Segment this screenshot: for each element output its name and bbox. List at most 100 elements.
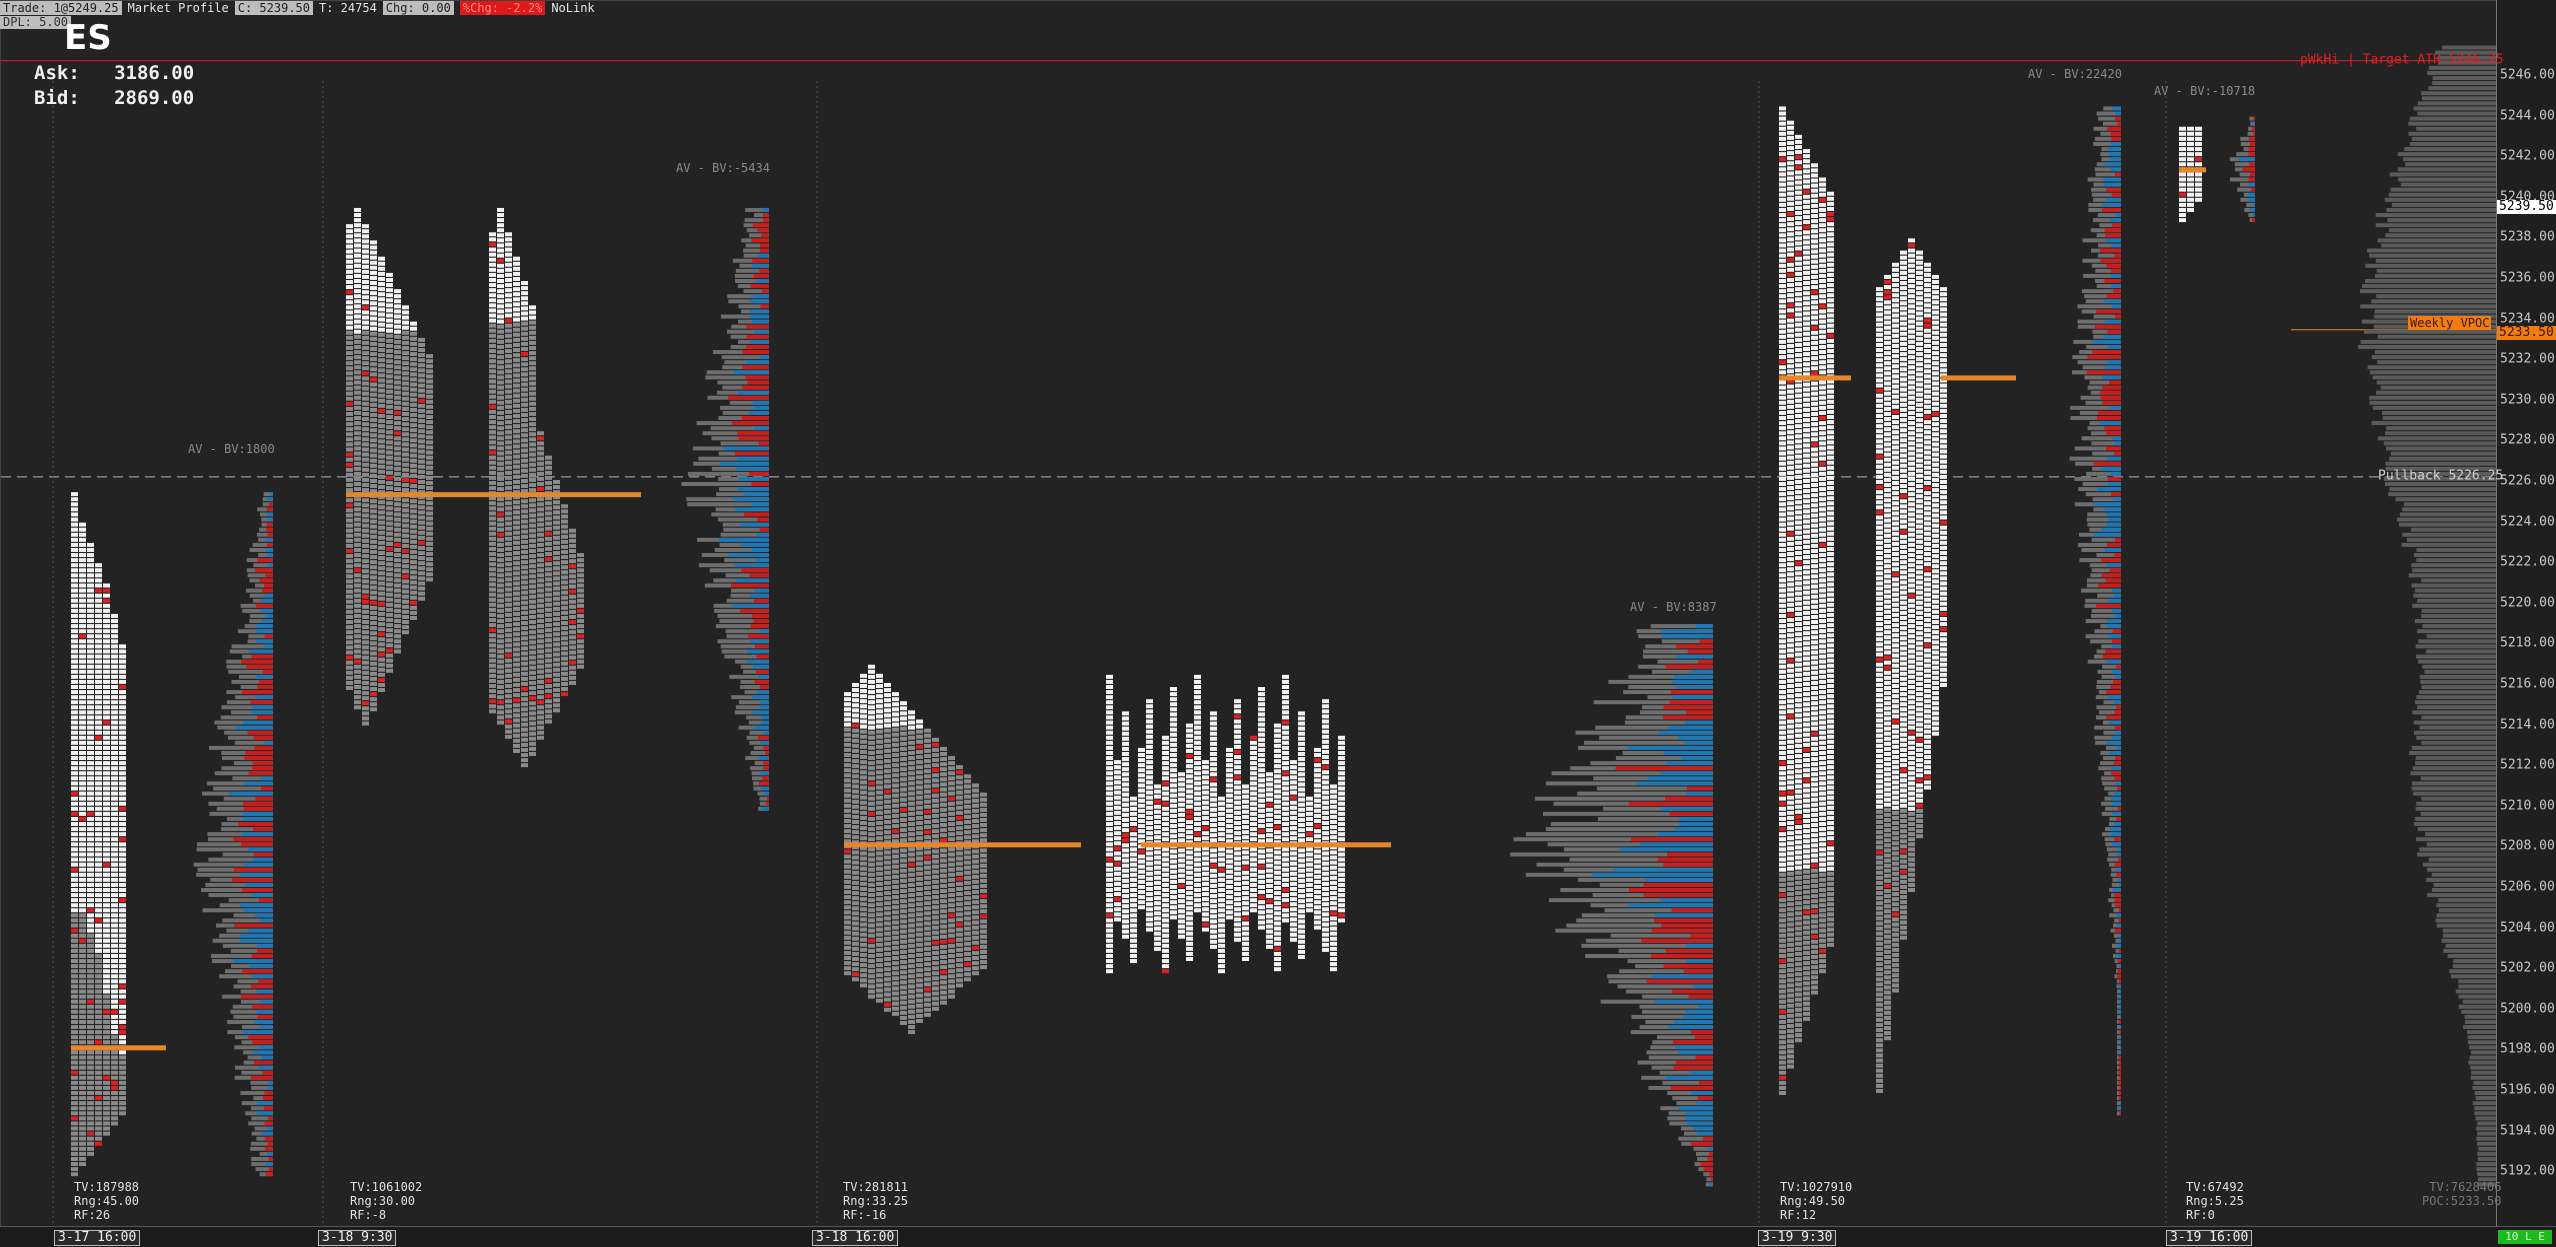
session1-tpo-block <box>87 604 94 608</box>
session2b-tpo-block <box>497 208 504 212</box>
session2b-tpo-block <box>505 268 512 272</box>
session1-tpo-block <box>79 792 86 796</box>
session2a-tpo-block <box>426 390 433 394</box>
session2a-tpo-block <box>362 539 369 543</box>
session3b-tpo-block <box>1242 937 1249 941</box>
session1-tpo-block <box>103 918 110 922</box>
session2b-tpo-block <box>513 718 520 722</box>
session2a-tpo-block <box>362 640 369 644</box>
session3a-tpo-block <box>924 866 931 870</box>
session2a-tpo-block <box>394 381 401 385</box>
session2a-tpo-block <box>362 442 369 446</box>
session3b-tpo-block <box>1298 808 1305 812</box>
session2a-tpo-block <box>354 335 361 339</box>
session3b-tpo-block <box>1106 741 1113 745</box>
session2a-tpo-block <box>426 440 433 444</box>
session3b-tpo-block <box>1130 934 1137 938</box>
session3b-tpo-block <box>1274 866 1281 870</box>
session2b-tpo-block <box>497 401 504 405</box>
session3a-tpo-block <box>884 693 891 697</box>
session3a-tpo-block <box>948 883 955 887</box>
session2b-tpo-block <box>537 548 544 552</box>
session3b-tpo-block <box>1274 896 1281 900</box>
session3b-tpo-block <box>1210 788 1217 792</box>
session3b-tpo-block <box>1170 743 1177 747</box>
session3a-tpo-block <box>892 915 899 919</box>
session3a-tpo-block <box>884 744 891 748</box>
session1-tpo-block <box>79 873 86 877</box>
session1-tpo-block <box>87 695 94 699</box>
session3b-tpo-block <box>1194 807 1201 811</box>
session3a-tpo-block <box>908 787 915 791</box>
session2b-tpo-block <box>529 661 536 665</box>
session2a-tpo-block <box>354 695 361 699</box>
session3b-tpo-block <box>1170 728 1177 732</box>
session2a-tpo-block <box>346 666 353 670</box>
session1-tpo-block <box>79 898 86 902</box>
session1-tpo-block <box>71 852 78 856</box>
session3b-tpo-block <box>1202 851 1209 855</box>
session1-delta-bar <box>266 538 273 542</box>
session2b-tpo-block <box>529 595 536 599</box>
session3b-tpo-block <box>1226 794 1233 798</box>
session3b-tpo-block <box>1290 923 1297 927</box>
session2b-tpo-block <box>569 661 576 665</box>
session1-delta-bar <box>260 578 273 582</box>
session2b-tpo-block <box>489 552 496 556</box>
session2b-tpo-block <box>513 734 520 738</box>
session3b-tpo-block <box>1282 726 1289 730</box>
session1-poc <box>71 1045 166 1050</box>
session2b-tpo-block <box>505 334 512 338</box>
session3b-tpo-block <box>1282 918 1289 922</box>
session1-tpo-block <box>71 721 78 725</box>
session2b-tpo-block <box>577 649 584 653</box>
session1-tpo-block <box>119 1071 126 1075</box>
session1-tpo-block <box>71 1167 78 1171</box>
session1-tpo-block <box>87 802 94 806</box>
session3b-tpo-block <box>1250 792 1257 796</box>
session3a-tpo-block <box>916 750 923 754</box>
session3a-tpo-block <box>908 908 915 912</box>
session3b-tpo-block <box>1258 814 1265 818</box>
session2a-tpo-block <box>418 424 425 428</box>
session2a-tpo-block <box>386 298 393 302</box>
session3a-tpo-block <box>852 901 859 905</box>
session2-delta-bar <box>735 452 769 456</box>
session2b-tpo-block <box>545 567 552 571</box>
session3b-tpo-block <box>1178 919 1185 923</box>
session2b-tpo-block <box>561 504 568 508</box>
session1-tpo-block <box>95 827 102 831</box>
session2a-tpo-block <box>354 421 361 425</box>
session3b-tpo-block <box>1250 883 1257 887</box>
session2a-tpo-block <box>386 588 393 592</box>
session3b-tpo-block <box>1186 790 1193 794</box>
session1-delta-bar <box>244 756 273 760</box>
session3a-tpo-block <box>964 876 971 880</box>
chart-area[interactable] <box>0 0 2497 1227</box>
market-profile-canvas[interactable] <box>1 1 2497 1227</box>
session2b-tpo-block <box>497 213 504 217</box>
session2a-tpo-block <box>426 359 433 363</box>
session2a-tpo-block <box>402 539 409 543</box>
session3a-tpo-block <box>900 767 907 771</box>
session3b-tpo-block <box>1258 763 1265 767</box>
session3b-tpo-block <box>1186 861 1193 865</box>
session1-tpo-block <box>119 847 126 851</box>
session1-tpo-block <box>95 873 102 877</box>
session2b-tpo-block <box>489 374 496 378</box>
session3b-tpo-block <box>1202 806 1209 810</box>
session2-delta-bar <box>746 325 769 329</box>
session1-tpo-block <box>71 568 78 572</box>
session2a-tpo-block <box>354 446 361 450</box>
session3b-tpo-block <box>1242 866 1249 870</box>
session3b-tpo-block <box>1290 897 1297 901</box>
session3a-tpo-block <box>924 764 931 768</box>
session3b-tpo-block <box>1178 935 1185 939</box>
session3a-tpo-block <box>932 758 939 762</box>
session1-tpo-block <box>79 1086 86 1090</box>
session2b-tpo-block <box>521 408 528 412</box>
session1-delta-bar <box>268 518 273 522</box>
session1-tpo-block <box>71 847 78 851</box>
session2-delta-bar <box>757 558 769 562</box>
session3b-tpo-block <box>1226 748 1233 752</box>
